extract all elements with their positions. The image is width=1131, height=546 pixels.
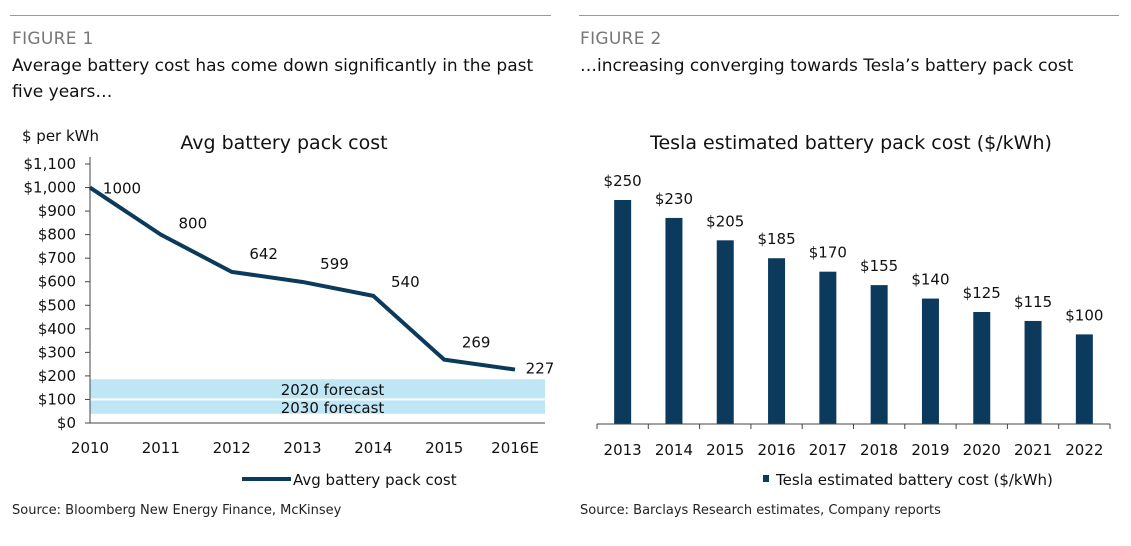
bar-data-label: $140 — [911, 271, 949, 289]
line-data-label: 642 — [249, 245, 278, 263]
bar — [665, 217, 683, 424]
y-tick-label: $700 — [38, 249, 76, 267]
y-tick-label: $0 — [57, 414, 76, 432]
line-data-label: 540 — [391, 273, 420, 291]
x-tick-label: 2022 — [1065, 441, 1103, 459]
figure-1-label: FIGURE 1 — [12, 29, 94, 49]
legend-label: Avg battery pack cost — [293, 471, 457, 489]
line-data-label: 227 — [526, 360, 555, 378]
bar-data-label: $100 — [1065, 306, 1103, 324]
x-tick-label: 2010 — [71, 439, 109, 457]
bar — [716, 240, 734, 424]
chart-1-y-axis-label: $ per kWh — [22, 127, 99, 145]
forecast-band — [90, 400, 545, 414]
figure-2-title: …increasing converging towards Tesla’s b… — [580, 56, 1074, 76]
bar — [768, 258, 786, 424]
y-tick-label: $800 — [38, 226, 76, 244]
x-tick-label: 2012 — [213, 439, 251, 457]
bar-data-label: $185 — [757, 230, 795, 248]
line-data-label: 599 — [320, 255, 349, 273]
x-tick-label: 2018 — [860, 441, 898, 459]
legend-label: Tesla estimated battery cost ($/kWh) — [775, 471, 1053, 489]
y-tick-label: $600 — [38, 273, 76, 291]
bar-data-label: $125 — [963, 284, 1001, 302]
y-tick-label: $400 — [38, 320, 76, 338]
x-tick-label: 2016E — [491, 439, 539, 457]
x-tick-label: 2015 — [706, 441, 744, 459]
figure-1-source: Source: Bloomberg New Energy Finance, Mc… — [12, 503, 342, 518]
x-tick-label: 2017 — [809, 441, 847, 459]
y-tick-label: $900 — [38, 202, 76, 220]
bar — [1075, 334, 1093, 424]
figure-2-label: FIGURE 2 — [580, 29, 662, 49]
bar-data-label: $155 — [860, 257, 898, 275]
forecast-band-label: 2030 forecast — [281, 399, 385, 417]
line-data-label: 269 — [462, 334, 491, 352]
bar-data-label: $115 — [1014, 293, 1052, 311]
figure-1-title: Average battery cost has come down signi… — [12, 56, 534, 102]
x-tick-label: 2014 — [354, 439, 392, 457]
x-tick-label: 2015 — [425, 439, 463, 457]
figure-2-panel: FIGURE 2 …increasing converging towards … — [571, 0, 1131, 546]
line-data-label: 1000 — [103, 180, 141, 198]
x-tick-label: 2020 — [963, 441, 1001, 459]
x-tick-label: 2013 — [283, 439, 321, 457]
y-tick-label: $1,000 — [24, 179, 77, 197]
figure-1-panel: FIGURE 1 Average battery cost has come d… — [0, 0, 560, 546]
x-tick-label: 2011 — [142, 439, 180, 457]
bar-data-label: $250 — [604, 172, 642, 190]
x-tick-label: 2014 — [655, 441, 693, 459]
x-tick-label: 2016 — [757, 441, 795, 459]
bar-data-label: $230 — [655, 190, 693, 208]
figure-1-top-rule — [10, 15, 551, 16]
bar — [973, 312, 991, 424]
chart-2-title: Tesla estimated battery pack cost ($/kWh… — [649, 132, 1052, 154]
x-tick-label: 2013 — [604, 441, 642, 459]
bar-data-label: $205 — [706, 212, 744, 230]
y-tick-label: $300 — [38, 343, 76, 361]
y-tick-label: $1,100 — [24, 155, 77, 173]
figure-2-source: Source: Barclays Research estimates, Com… — [580, 503, 941, 518]
forecast-band — [90, 379, 545, 399]
x-tick-label: 2021 — [1014, 441, 1052, 459]
bar — [614, 200, 632, 424]
y-tick-label: $500 — [38, 296, 76, 314]
line-data-label: 800 — [179, 215, 208, 233]
x-tick-label: 2019 — [911, 441, 949, 459]
bar — [819, 271, 837, 424]
y-tick-label: $100 — [38, 390, 76, 408]
bar — [1024, 320, 1042, 424]
forecast-band-label: 2020 forecast — [281, 381, 385, 399]
bar-data-label: $170 — [809, 244, 847, 262]
figure-2-top-rule — [579, 15, 1119, 16]
legend-bar-swatch — [763, 475, 769, 482]
y-tick-label: $200 — [38, 367, 76, 385]
bar — [921, 298, 939, 424]
chart-1-title: Avg battery pack cost — [180, 132, 387, 154]
bar — [870, 285, 888, 424]
